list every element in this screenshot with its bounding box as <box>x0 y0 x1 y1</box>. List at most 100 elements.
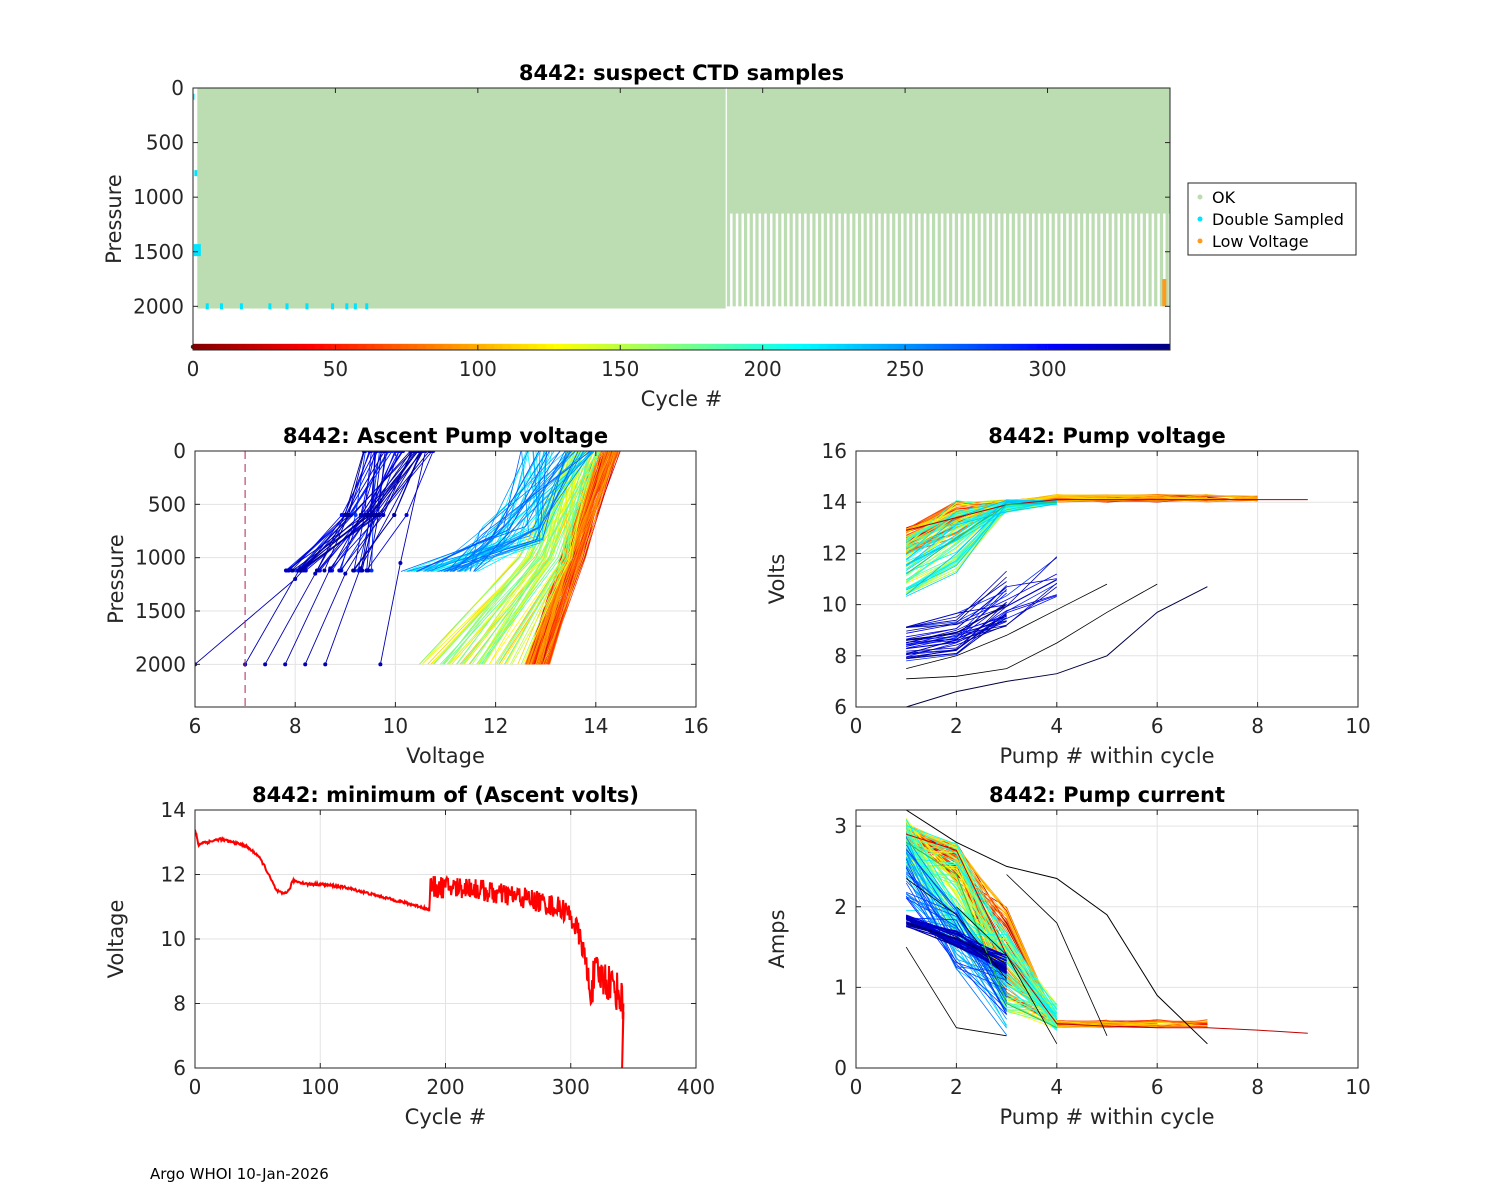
ctd-cycle-key-dot <box>472 344 478 350</box>
ascent-profile-point <box>392 513 397 517</box>
pumpv-ytick-label: 16 <box>822 439 847 463</box>
ctd-cycle-key-dot <box>464 344 469 350</box>
ascent-xtick-label: 6 <box>189 714 202 738</box>
ascent-ytick-label: 500 <box>148 492 186 516</box>
ctd-cycle-key-dot <box>917 344 922 350</box>
ascent-profile-line <box>446 451 591 572</box>
ctd-xtick-label: 300 <box>1028 357 1066 381</box>
ascent-profile-point <box>343 571 348 576</box>
pumpv-series-line <box>906 615 1007 643</box>
ctd-cycle-key-dot <box>865 344 871 350</box>
ascent-profile-line <box>423 451 542 572</box>
pumpv-series-line <box>906 556 1058 628</box>
ascent-profile-line <box>520 451 575 665</box>
ctd-cycle-key-dot <box>284 344 290 350</box>
ctd-double-sampled-point <box>268 303 272 310</box>
ctd-cycle-key-dot <box>874 344 879 350</box>
ctd-cycle-key-dot <box>754 344 760 350</box>
pumpv-xtick-label: 10 <box>1345 714 1370 738</box>
ctd-cycle-key-dot <box>233 344 238 350</box>
ascent-profile-line <box>407 451 571 572</box>
ctd-cycle-key-dot <box>942 344 948 350</box>
pumpv-ytick-label: 14 <box>822 490 847 514</box>
ctd-cycle-key-dot <box>729 344 734 350</box>
ctd-cycle-key-dot <box>310 344 315 350</box>
ascent-profile-line <box>542 451 616 665</box>
ctd-cycle-key-dot <box>250 344 256 350</box>
ctd-ytick-label: 500 <box>146 131 184 155</box>
ascent-profile-line <box>419 451 580 665</box>
ctd-cycle-key-dot <box>840 344 845 350</box>
ctd-cycle-key-dot <box>660 344 666 350</box>
ascent-profile-line <box>480 451 600 665</box>
ctd-cycle-key-dot <box>1113 344 1119 350</box>
ascent-profile-line <box>433 451 591 665</box>
pump-voltage-chart: 0 2 4 6 8 10 6 8 10 12 14 16 8442: Pump voltage Pump … <box>765 424 1371 768</box>
ctd-cycle-key-dot <box>207 344 213 350</box>
ctd-xtick-label: 150 <box>601 357 639 381</box>
pumpc-ytick-label: 3 <box>834 814 847 838</box>
ctd-cycle-key-dot <box>378 344 384 350</box>
ctd-cycle-key-dot <box>575 344 580 350</box>
ctd-xtick-label: 200 <box>744 357 782 381</box>
pumpc-series-line <box>956 906 1058 1044</box>
ctd-xtick-label: 100 <box>459 357 497 381</box>
ctd-cycle-key-dot <box>1105 344 1110 350</box>
ascent-profile-line <box>452 451 548 572</box>
pumpc-series-line <box>905 895 1007 1010</box>
ascent-xtick-label: 10 <box>383 714 408 738</box>
ctd-cycle-key-dot <box>438 344 444 350</box>
ascent-profile-point <box>328 566 333 571</box>
ascent-profile-line <box>443 451 599 665</box>
pumpv-series-line <box>906 570 1007 628</box>
pumpc-series-line <box>905 946 1007 1037</box>
ascent-profile-point <box>369 568 374 573</box>
ctd-double-sampled-point <box>239 303 243 310</box>
ascent-profile-point <box>398 561 403 565</box>
ascent-profile-line <box>469 451 576 572</box>
ctd-cycle-key-dot <box>1079 344 1084 350</box>
pumpv-series-line <box>906 604 1007 628</box>
ascent-profile-point <box>404 513 409 517</box>
ascent-ylabel: Pressure <box>104 534 128 624</box>
ctd-cycle-key-dot <box>1139 344 1144 350</box>
ctd-double-sampled-point <box>345 303 349 310</box>
ctd-cycle-key-dot <box>771 344 777 350</box>
pumpc-example-mid <box>905 841 1058 1029</box>
ctd-double-sampled-point <box>285 303 289 310</box>
ascent-profile-line <box>462 451 589 665</box>
ctd-cycle-key-dot <box>395 344 401 350</box>
pumpc-xtick-label: 10 <box>1345 1075 1370 1099</box>
minv-xtick-label: 400 <box>677 1075 715 1099</box>
ascent-profile-line <box>522 451 577 665</box>
pumpc-data <box>905 810 1308 1045</box>
ctd-cycle-key-dot <box>677 344 683 350</box>
pumpc-series-line <box>906 916 1007 966</box>
pumpv-ytick-label: 12 <box>822 541 847 565</box>
pumpc-series-line <box>905 914 1007 962</box>
ascent-profile-line <box>469 451 588 572</box>
ctd-cycle-key-dot <box>421 344 426 350</box>
ctd-cycle-key-dot <box>558 344 563 350</box>
ctd-cycle-key-dot <box>318 344 324 350</box>
pumpv-ytick-label: 8 <box>834 644 847 668</box>
pumpc-example-outlier <box>905 810 1208 1045</box>
ctd-legend-label: Double Sampled <box>1212 210 1344 229</box>
ascent-profile-point <box>358 566 363 571</box>
ctd-cycle-key-dot <box>293 344 298 350</box>
pumpv-series-line <box>906 601 1007 658</box>
pumpc-series-line <box>906 857 1058 1010</box>
pumpv-series-line <box>905 500 1057 596</box>
ascent-profile-point <box>322 568 327 573</box>
pumpc-series-line <box>905 897 1007 1015</box>
ctd-chart: 0 50 100 150 200 250 300 0 500 1000 1500 2000 8442: … <box>102 61 1357 411</box>
ctd-cycle-key-dot <box>968 344 973 350</box>
ctd-cycle-key-dot <box>797 344 802 350</box>
pumpc-xtick-label: 2 <box>950 1075 963 1099</box>
ctd-cycle-key-dot <box>1019 344 1025 350</box>
ascent-profile-line <box>416 451 561 572</box>
pumpv-example-late <box>906 604 1007 641</box>
pumpc-series-line <box>906 921 1007 959</box>
minv-ytick-label: 6 <box>173 1056 186 1080</box>
ctd-cycle-key-dot <box>1096 344 1101 350</box>
